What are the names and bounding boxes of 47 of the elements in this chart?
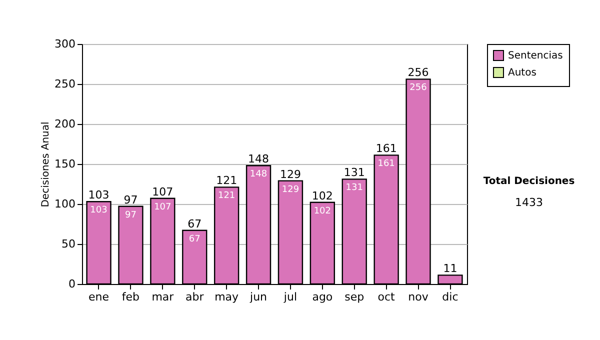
total-label: 103 [88,188,110,202]
total-label: 97 [124,193,138,206]
x-tick-label: oct [378,290,396,304]
total-label: 129 [280,168,301,181]
x-tick-label: ene [88,290,110,304]
total-label: 11 [443,262,458,276]
y-tick-label: 200 [54,118,76,130]
x-tick-label: may [214,290,240,304]
x-tick-label: mar [152,290,174,304]
total-label: 256 [408,66,429,80]
x-tick-label: jun [249,290,268,304]
data-label: 107 [154,202,172,212]
data-label: 148 [250,170,268,180]
data-label: 67 [188,234,200,244]
y-tick-label: 150 [54,158,76,170]
x-tick-label: nov [408,290,429,304]
data-label: 129 [282,184,300,195]
data-label: 161 [378,159,395,170]
y-tick-label: 0 [68,278,76,290]
y-tick-label: 250 [54,78,76,90]
x-tick-label: ago [312,290,333,304]
x-tick-label: abr [186,290,204,304]
data-label: 97 [125,210,136,220]
total-label: 121 [216,174,238,188]
data-label: 121 [218,191,236,202]
total-label: 67 [188,217,202,230]
x-tick-label: feb [122,290,140,304]
x-tick-label: dic [442,290,458,304]
data-label: 131 [346,183,363,194]
x-tick-label: jul [282,290,298,304]
y-tick-label: 50 [62,238,76,250]
legend-label: Sentencias [508,50,563,62]
total-label: 148 [248,152,270,166]
text: Total Decisiones [483,176,575,187]
total-label: 131 [344,166,365,180]
y-axis-title: Decisiones Anual [40,122,52,208]
x-tick-label: sep [344,290,364,304]
data-label: 102 [314,206,332,216]
text: 1433 [515,196,543,209]
y-tick-label: 100 [54,198,76,210]
total-label: 102 [312,189,333,202]
total-label: 161 [376,142,397,156]
data-label: 103 [90,206,108,216]
data-label: 256 [410,83,428,94]
legend-label: Autos [508,68,536,78]
total-label: 107 [152,185,174,198]
y-tick-label: 300 [54,38,76,50]
